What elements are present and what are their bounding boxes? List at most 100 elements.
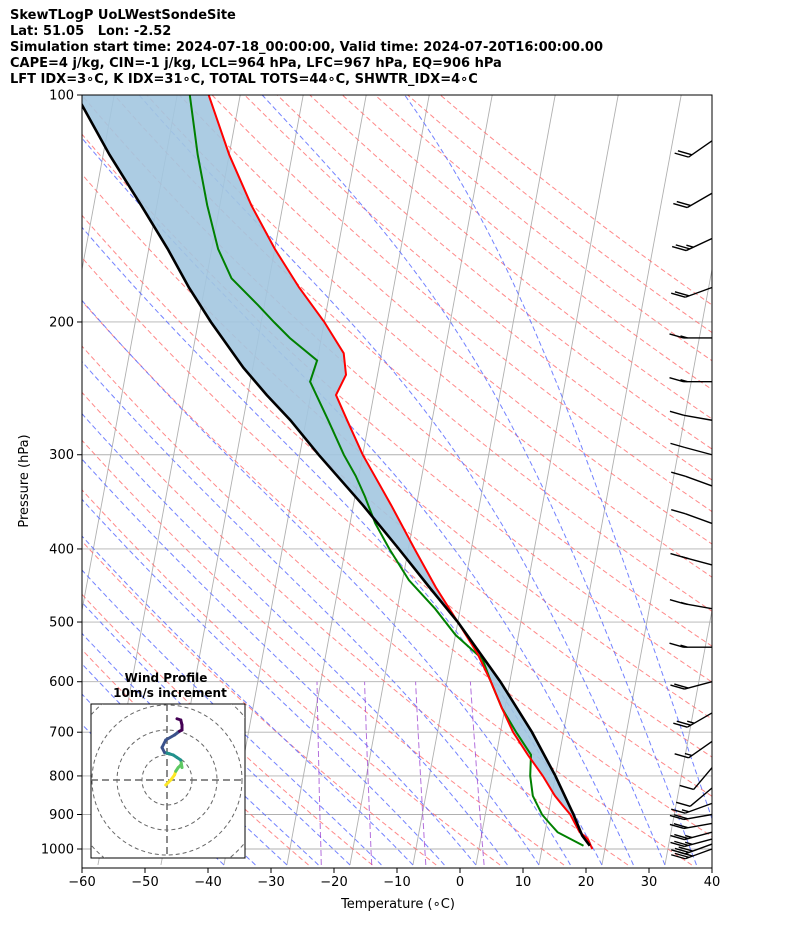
x-tick-label: 40: [704, 875, 721, 890]
dry-adiabat-line: [113, 95, 712, 612]
wind-barb-staff: [684, 681, 713, 690]
wind-barb: [669, 822, 713, 830]
wind-barb-flag: [674, 152, 689, 158]
isotherm-line: [538, 95, 682, 866]
location-line: Lat: 51.05 Lon: -2.52: [10, 24, 172, 39]
dry-adiabat-line: [82, 489, 501, 866]
dewpoint-line: [188, 95, 584, 847]
dry-adiabat-line: [82, 391, 629, 866]
wind-barb-flag: [674, 847, 690, 854]
wind-barb: [670, 552, 713, 566]
wind-barb-flag: [671, 245, 687, 252]
wind-barb: [679, 767, 713, 791]
profile-lines: [82, 95, 594, 850]
wind-barb-flag: [686, 244, 694, 248]
moist-adiabat-line: [82, 569, 382, 866]
wind-barb-flag: [673, 823, 689, 829]
x-tick-label: −30: [257, 875, 284, 890]
wind-barb-staff: [684, 843, 713, 855]
wind-barb-flag: [676, 720, 691, 726]
hodograph-title: Wind Profile: [125, 671, 208, 685]
x-tick-label: 0: [456, 875, 464, 890]
wind-barb-flag: [680, 601, 689, 606]
moist-adiabat-line: [82, 360, 540, 866]
wind-barb-flag: [669, 333, 684, 339]
dry-adiabat-line: [82, 593, 373, 866]
wind-barb: [671, 509, 713, 525]
parcel-line: [82, 102, 591, 847]
wind-barb-flag: [677, 150, 693, 156]
x-tick-label: −60: [68, 875, 95, 890]
wind-barb-staff: [686, 192, 713, 209]
dry-adiabat-line: [407, 95, 712, 334]
mixing-ratio-line: [415, 681, 427, 866]
mixing-ratio-line: [316, 681, 322, 866]
index-line: LFT IDX=3∘C, K IDX=31∘C, TOTAL TOTS=44∘C…: [10, 72, 478, 87]
wind-barb-flag: [669, 823, 685, 830]
wind-barb-staff: [684, 475, 713, 487]
wind-barb-staff: [684, 556, 713, 566]
wind-barb-flag: [674, 840, 689, 847]
dry-adiabat-line: [82, 256, 712, 797]
y-tick-label: 500: [49, 616, 74, 631]
wind-barb-staff: [688, 140, 713, 158]
wind-barb: [669, 410, 713, 421]
chart-title: SkewTLogP UoLWestSondeSite: [10, 8, 236, 23]
wind-barb-flag: [670, 834, 685, 841]
wind-barb: [674, 140, 713, 158]
wind-barb-flag: [670, 684, 685, 690]
dry-adiabat-line: [146, 95, 712, 578]
dry-adiabat-line: [82, 345, 693, 866]
wind-barb-flag: [687, 720, 695, 724]
dry-adiabat-line: [276, 95, 712, 450]
wind-barb-flag: [670, 442, 685, 449]
wind-barb: [673, 712, 713, 728]
wind-barb-flag: [673, 202, 688, 209]
dry-adiabat-line: [309, 95, 712, 420]
wind-barb: [671, 237, 713, 252]
wind-barb-flag: [671, 509, 686, 515]
y-tick-label: 300: [49, 448, 74, 463]
wind-barb: [669, 333, 712, 339]
wind-barb-staff: [689, 787, 713, 807]
moist-adiabat-line: [82, 663, 288, 866]
wind-barb-flag: [671, 471, 686, 477]
wind-barb: [670, 838, 713, 848]
wind-barb: [671, 802, 713, 814]
y-tick-label: 200: [49, 315, 74, 330]
wind-barb-staff: [684, 838, 713, 848]
y-tick-label: 900: [49, 808, 74, 823]
wind-barb-staff: [693, 767, 713, 790]
wind-barb-flag: [673, 814, 689, 820]
chart-header: SkewTLogP UoLWestSondeSite Lat: 51.05 Lo…: [10, 8, 770, 88]
wind-barb-flag: [680, 335, 688, 339]
y-tick-label: 100: [49, 89, 74, 104]
wind-barb-flag: [676, 200, 691, 207]
wind-barb: [670, 442, 713, 456]
x-tick-label: 30: [641, 875, 658, 890]
x-tick-label: −40: [194, 875, 221, 890]
wind-barb-flag: [684, 752, 693, 757]
wind-barb-flag: [673, 722, 688, 728]
mixing-ratio-line: [364, 681, 373, 866]
dry-adiabat-line: [179, 95, 712, 545]
wind-barb: [671, 843, 713, 855]
wind-barb: [669, 813, 713, 821]
wind-barb: [669, 642, 712, 648]
moist-adiabat-line: [82, 413, 508, 866]
isotherm-line: [728, 95, 794, 865]
y-axis-label: Pressure (hPa): [17, 434, 32, 527]
wind-barb-flag: [671, 854, 686, 860]
wind-barb-flag: [679, 784, 694, 791]
dry-adiabat-line: [244, 95, 712, 481]
cape-shading: [82, 95, 593, 849]
dry-adiabat-line: [82, 133, 712, 683]
wind-barb-flag: [674, 291, 690, 297]
wind-barb-staff: [684, 286, 713, 298]
hodograph: Wind Profile 10m/s increment: [90, 671, 246, 859]
wind-barb: [675, 787, 713, 807]
wind-barb-flag: [669, 377, 684, 383]
wind-barb-flag: [671, 849, 686, 855]
moist-adiabat-line: [138, 95, 666, 866]
